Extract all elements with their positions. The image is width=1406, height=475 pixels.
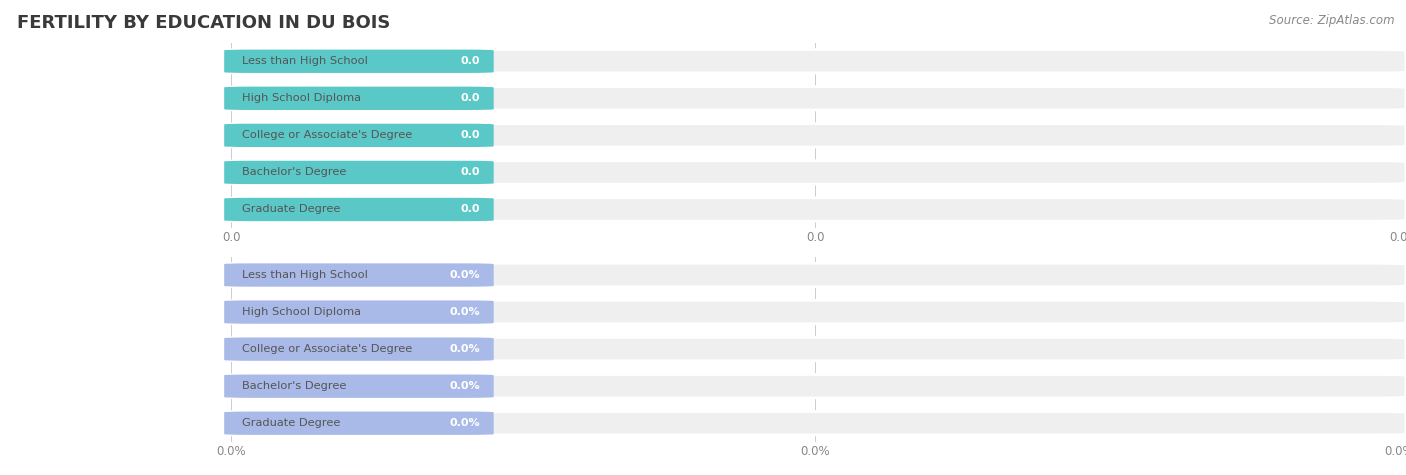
Text: 0.0%: 0.0% xyxy=(450,418,479,428)
Text: 0.0: 0.0 xyxy=(460,56,479,66)
Text: Less than High School: Less than High School xyxy=(242,56,368,66)
Text: 0.0%: 0.0% xyxy=(450,344,479,354)
FancyBboxPatch shape xyxy=(224,49,494,73)
Text: 0.0: 0.0 xyxy=(460,93,479,104)
FancyBboxPatch shape xyxy=(224,263,1406,287)
Text: 0.0: 0.0 xyxy=(460,130,479,141)
Text: Less than High School: Less than High School xyxy=(242,270,368,280)
FancyBboxPatch shape xyxy=(224,49,1406,73)
Text: Graduate Degree: Graduate Degree xyxy=(242,204,340,215)
FancyBboxPatch shape xyxy=(224,124,1406,147)
FancyBboxPatch shape xyxy=(224,86,494,110)
FancyBboxPatch shape xyxy=(224,374,1406,398)
Text: Graduate Degree: Graduate Degree xyxy=(242,418,340,428)
FancyBboxPatch shape xyxy=(224,198,1406,221)
FancyBboxPatch shape xyxy=(224,161,1406,184)
FancyBboxPatch shape xyxy=(224,263,494,287)
Text: 0.0: 0.0 xyxy=(460,204,479,215)
Text: 0.0: 0.0 xyxy=(460,167,479,178)
FancyBboxPatch shape xyxy=(224,300,494,324)
FancyBboxPatch shape xyxy=(224,337,1406,361)
Text: FERTILITY BY EDUCATION IN DU BOIS: FERTILITY BY EDUCATION IN DU BOIS xyxy=(17,14,391,32)
FancyBboxPatch shape xyxy=(224,86,1406,110)
Text: High School Diploma: High School Diploma xyxy=(242,307,361,317)
Text: College or Associate's Degree: College or Associate's Degree xyxy=(242,130,412,141)
Text: 0.0%: 0.0% xyxy=(450,307,479,317)
FancyBboxPatch shape xyxy=(224,161,494,184)
Text: 0.0%: 0.0% xyxy=(450,270,479,280)
FancyBboxPatch shape xyxy=(224,337,494,361)
Text: Bachelor's Degree: Bachelor's Degree xyxy=(242,381,346,391)
FancyBboxPatch shape xyxy=(224,411,494,435)
FancyBboxPatch shape xyxy=(224,124,494,147)
FancyBboxPatch shape xyxy=(224,300,1406,324)
Text: Source: ZipAtlas.com: Source: ZipAtlas.com xyxy=(1270,14,1395,27)
Text: 0.0%: 0.0% xyxy=(450,381,479,391)
FancyBboxPatch shape xyxy=(224,374,494,398)
Text: High School Diploma: High School Diploma xyxy=(242,93,361,104)
Text: Bachelor's Degree: Bachelor's Degree xyxy=(242,167,346,178)
FancyBboxPatch shape xyxy=(224,411,1406,435)
FancyBboxPatch shape xyxy=(224,198,494,221)
Text: College or Associate's Degree: College or Associate's Degree xyxy=(242,344,412,354)
